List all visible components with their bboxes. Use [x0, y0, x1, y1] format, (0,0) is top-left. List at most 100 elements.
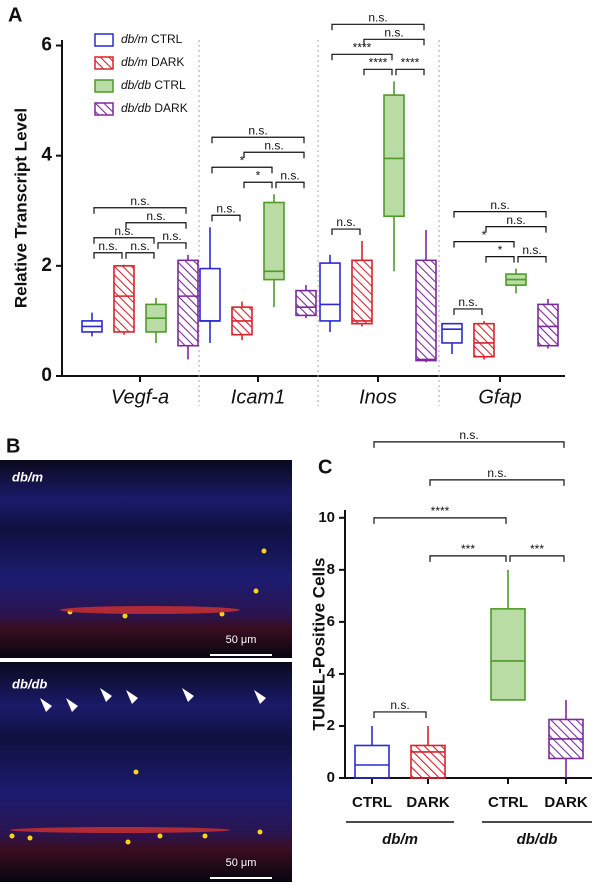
significance-label: n.s.: [368, 10, 387, 24]
significance-bracket: [211, 214, 241, 222]
x-tick-label: Icam1: [231, 386, 285, 408]
significance-bracket: [363, 38, 425, 46]
significance-bracket: [429, 479, 565, 486]
legend-swatch: [94, 33, 114, 47]
significance-label: n.s.: [130, 194, 149, 208]
significance-bracket: [363, 68, 393, 76]
significance-label: n.s.: [130, 239, 149, 253]
significance-bracket: [373, 711, 427, 718]
significance-label: ****: [431, 504, 450, 518]
box: [383, 94, 405, 218]
y-axis-label: Relative Transcript Level: [11, 108, 30, 308]
image-label: db/db: [12, 676, 47, 691]
significance-label: n.s.: [146, 209, 165, 223]
significance-bracket: [93, 207, 187, 214]
significance-label: ***: [461, 542, 475, 556]
significance-bracket: [211, 136, 305, 144]
x-tick-label: Vegf-a: [111, 386, 169, 408]
micrograph-panel: B db/m db/db 50 μm 50 μm: [0, 435, 292, 882]
y-tick-label: 4: [327, 665, 336, 682]
y-tick-label: 2: [327, 717, 335, 734]
significance-bracket: [453, 240, 515, 248]
significance-bracket: [275, 181, 305, 189]
significance-label: n.s.: [98, 239, 117, 253]
micrograph: [0, 460, 292, 658]
y-tick-label: 8: [327, 561, 335, 578]
image-label: db/m: [12, 469, 43, 484]
significance-bracket: [243, 181, 273, 189]
significance-bracket: [453, 308, 483, 315]
legend-swatch: [94, 102, 114, 116]
box: [537, 303, 559, 347]
significance-label: n.s.: [384, 25, 403, 39]
significance-label: n.s.: [280, 168, 299, 182]
box: [319, 262, 341, 322]
box: [354, 744, 390, 779]
significance-bracket: [93, 252, 123, 259]
significance-bracket: [157, 242, 187, 249]
y-axis-label: TUNEL-Positive Cells: [309, 558, 328, 731]
significance-bracket: [125, 222, 187, 229]
scale-label: 50 μm: [226, 634, 257, 646]
significance-bracket: [485, 225, 547, 233]
x-tick-label: DARK: [406, 794, 449, 811]
significance-bracket: [485, 255, 515, 263]
box: [441, 322, 463, 344]
panel-label: B: [6, 435, 20, 457]
micrograph: [0, 662, 292, 882]
significance-bracket: [453, 210, 547, 218]
x-tick-label: CTRL: [488, 794, 528, 811]
red-signal: [10, 606, 240, 833]
box: [473, 322, 495, 358]
legend-swatch: [94, 79, 114, 93]
significance-bracket: [373, 517, 507, 524]
significance-label: n.s.: [506, 213, 525, 227]
significance-label: *: [498, 243, 503, 257]
significance-label: ****: [401, 55, 420, 69]
scale-label: 50 μm: [226, 857, 257, 869]
significance-label: n.s.: [336, 215, 355, 229]
y-tick-label: 10: [318, 509, 335, 526]
significance-label: n.s.: [114, 224, 133, 238]
significance-label: n.s.: [162, 229, 181, 243]
significance-label: n.s.: [490, 198, 509, 212]
legend-label: db/db CTRL: [121, 78, 186, 92]
significance-bracket: [125, 252, 155, 259]
significance-bracket: [331, 228, 361, 236]
box: [415, 259, 437, 362]
significance-label: *: [256, 168, 261, 182]
box: [199, 267, 221, 322]
significance-bracket: [517, 255, 547, 263]
significance-bracket: [211, 166, 273, 174]
significance-label: n.s.: [522, 243, 541, 257]
significance-bracket: [243, 151, 305, 159]
y-tick-label: 6: [327, 613, 335, 630]
significance-bracket: [509, 555, 565, 562]
significance-bracket: [429, 555, 507, 562]
x-tick-label: CTRL: [352, 794, 392, 811]
significance-bracket: [93, 237, 155, 244]
significance-bracket: [331, 23, 425, 31]
significance-label: *: [240, 153, 245, 167]
y-tick-label: 2: [41, 255, 52, 276]
box: [410, 744, 446, 779]
significance-label: n.s.: [487, 466, 506, 480]
significance-label: ****: [369, 55, 388, 69]
arrowheads: [40, 688, 266, 712]
y-tick-label: 0: [327, 769, 335, 786]
panel-label: C: [318, 456, 332, 478]
box: [490, 608, 526, 701]
box: [295, 289, 317, 317]
panel-label: A: [8, 4, 22, 26]
significance-bracket: [395, 68, 425, 76]
group-label: db/m: [382, 831, 418, 848]
significance-label: n.s.: [264, 138, 283, 152]
significance-label: n.s.: [216, 201, 235, 215]
x-tick-label: Gfap: [478, 386, 521, 408]
box: [177, 259, 199, 347]
legend-label: db/m CTRL: [121, 32, 183, 46]
legend-label: db/m DARK: [121, 55, 184, 69]
y-tick-label: 4: [41, 145, 52, 166]
significance-bracket: [373, 441, 565, 448]
